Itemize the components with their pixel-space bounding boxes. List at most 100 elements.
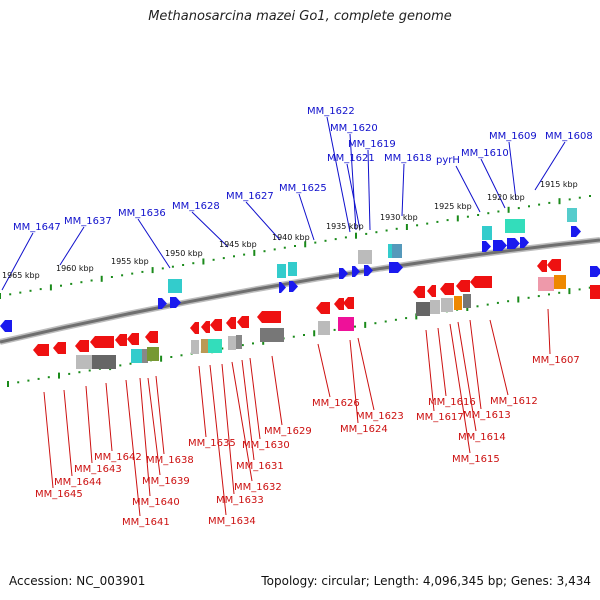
top-gene-leader bbox=[298, 193, 315, 241]
upper-track-tick bbox=[446, 219, 449, 222]
upper-track-tick bbox=[466, 215, 469, 218]
lower-track-tick bbox=[415, 313, 418, 320]
bottom-gene-label: MM_1612 bbox=[490, 396, 538, 407]
reverse-gene-arrow bbox=[53, 342, 66, 354]
reverse-gene-arrow bbox=[456, 280, 470, 292]
kbp-scale-label: 1940 kbp bbox=[272, 233, 310, 242]
top-gene-label: MM_1628 bbox=[172, 201, 220, 212]
top-gene-leader bbox=[326, 116, 351, 233]
bottom-gene-leader bbox=[155, 375, 165, 455]
upper-track-tick bbox=[436, 220, 439, 223]
gene-feature-box bbox=[76, 355, 92, 369]
lower-track-tick bbox=[394, 318, 397, 321]
upper-track-tick bbox=[578, 196, 581, 199]
gene-feature-box bbox=[236, 335, 242, 349]
bottom-gene-leader bbox=[221, 363, 235, 495]
bottom-gene-label: MM_1626 bbox=[312, 398, 360, 409]
lower-track-tick bbox=[486, 303, 489, 306]
top-gene-leader bbox=[455, 165, 481, 213]
lower-track-tick bbox=[129, 362, 132, 365]
bottom-gene-label: MM_1615 bbox=[452, 454, 500, 465]
lower-track-tick bbox=[578, 288, 581, 291]
upper-track-tick bbox=[80, 281, 83, 284]
top-gene-label: MM_1622 bbox=[307, 106, 355, 117]
lower-track-tick bbox=[180, 354, 183, 357]
reverse-gene-arrow bbox=[470, 276, 492, 288]
upper-track-tick bbox=[405, 224, 408, 230]
forward-gene-arrow bbox=[364, 265, 373, 276]
bottom-gene-leader bbox=[63, 389, 73, 477]
lower-track-tick bbox=[303, 334, 305, 336]
lower-track-tick bbox=[354, 325, 356, 328]
bottom-gene-label: MM_1630 bbox=[242, 440, 290, 451]
upper-track-tick bbox=[283, 246, 286, 249]
upper-track-tick bbox=[568, 198, 571, 201]
gene-feature-box bbox=[538, 277, 554, 291]
top-gene-leader bbox=[137, 218, 171, 269]
upper-track-tick bbox=[528, 205, 530, 208]
bottom-gene-leader bbox=[241, 359, 255, 461]
upper-track-tick bbox=[90, 279, 93, 282]
lower-track-tick bbox=[221, 347, 224, 350]
upper-track-tick bbox=[294, 245, 296, 247]
upper-track-tick bbox=[233, 255, 235, 258]
reverse-gene-arrow bbox=[145, 331, 158, 343]
forward-gene-arrow bbox=[352, 266, 360, 277]
gene-feature-box bbox=[260, 328, 284, 342]
upper-track-tick bbox=[314, 241, 317, 244]
top-gene-label: MM_1621 bbox=[327, 153, 375, 164]
bottom-gene-label: MM_1639 bbox=[142, 476, 190, 487]
bottom-gene-leader bbox=[425, 329, 435, 412]
topology-text: Topology: circular; Length: 4,096,345 bp… bbox=[261, 574, 591, 588]
bottom-gene-label: MM_1638 bbox=[146, 455, 194, 466]
top-gene-leader bbox=[480, 158, 506, 209]
top-gene-leader bbox=[1, 232, 34, 291]
top-gene-leader bbox=[59, 226, 85, 266]
upper-track-tick bbox=[558, 198, 561, 205]
upper-track-tick bbox=[344, 236, 347, 239]
genome-backbone-line bbox=[0, 238, 600, 344]
kbp-scale-label: 1935 kbp bbox=[326, 222, 364, 231]
gene-feature-box bbox=[392, 244, 402, 258]
gene-feature-box bbox=[416, 302, 430, 316]
upper-track-tick bbox=[324, 239, 327, 242]
bottom-gene-leader bbox=[43, 391, 54, 489]
upper-track-tick bbox=[0, 293, 1, 299]
gene-feature-box bbox=[358, 250, 372, 264]
bottom-gene-label: MM_1617 bbox=[416, 412, 464, 423]
top-gene-label: MM_1636 bbox=[118, 208, 166, 219]
upper-track-tick bbox=[355, 232, 357, 239]
bottom-gene-leader bbox=[489, 319, 509, 396]
bottom-gene-leader bbox=[125, 379, 141, 517]
upper-track-tick bbox=[100, 275, 103, 282]
lower-track-tick bbox=[548, 293, 550, 296]
forward-gene-arrow bbox=[158, 298, 167, 309]
bottom-gene-leader bbox=[437, 327, 447, 397]
reverse-gene-arrow bbox=[90, 336, 114, 348]
reverse-gene-arrow bbox=[127, 333, 139, 345]
upper-track-tick bbox=[497, 210, 500, 213]
gene-feature-box bbox=[554, 275, 566, 289]
top-gene-label: MM_1637 bbox=[64, 216, 112, 227]
gene-feature-box bbox=[191, 340, 199, 354]
bottom-gene-label: MM_1645 bbox=[35, 489, 83, 500]
top-gene-leader bbox=[191, 211, 229, 248]
top-gene-leader bbox=[367, 149, 371, 231]
kbp-scale-label: 1945 kbp bbox=[219, 240, 257, 249]
bottom-gene-leader bbox=[231, 361, 253, 482]
bottom-gene-label: MM_1644 bbox=[54, 477, 102, 488]
lower-track-tick bbox=[527, 296, 530, 299]
bottom-gene-leader bbox=[105, 382, 113, 452]
tick-layer bbox=[0, 195, 600, 387]
lower-track-tick bbox=[160, 355, 163, 362]
gene-feature-box bbox=[168, 279, 182, 293]
reverse-gene-arrow bbox=[316, 302, 330, 314]
upper-track-tick bbox=[212, 258, 215, 261]
top-gene-label: MM_1608 bbox=[545, 131, 593, 142]
lower-track-tick bbox=[384, 320, 387, 323]
top-gene-label: pyrH bbox=[436, 155, 460, 166]
gene-feature-box bbox=[430, 300, 440, 314]
lower-track-tick bbox=[568, 288, 571, 295]
